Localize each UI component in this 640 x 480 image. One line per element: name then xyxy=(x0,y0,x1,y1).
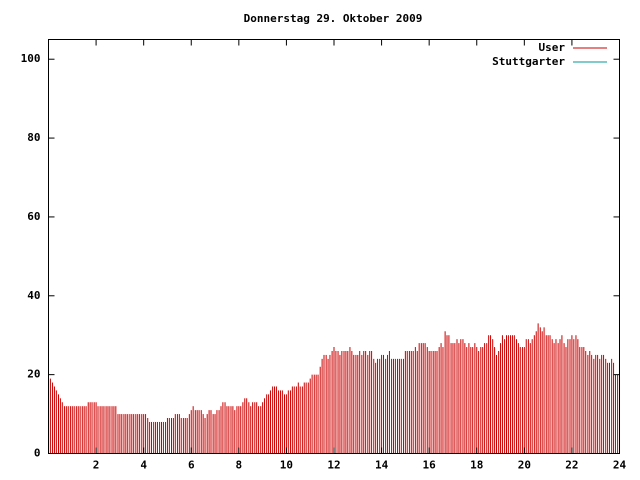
y-tick-label: 100 xyxy=(21,52,41,65)
x-tick-label: 20 xyxy=(518,459,531,472)
x-tick-label: 8 xyxy=(236,459,243,472)
x-tick-label: 18 xyxy=(470,459,483,472)
y-tick-label: 20 xyxy=(27,368,40,381)
legend-label: User xyxy=(539,41,566,54)
y-tick-label: 60 xyxy=(27,210,40,223)
legend-label: Stuttgarter xyxy=(492,55,565,68)
x-tick-label: 2 xyxy=(93,459,100,472)
x-tick-label: 6 xyxy=(188,459,195,472)
y-tick-label: 0 xyxy=(34,447,41,460)
y-tick-label: 40 xyxy=(27,289,40,302)
x-tick-label: 14 xyxy=(375,459,389,472)
x-tick-label: 16 xyxy=(423,459,437,472)
x-tick-label: 22 xyxy=(565,459,578,472)
x-tick-label: 4 xyxy=(140,459,147,472)
chart-title: Donnerstag 29. Oktober 2009 xyxy=(244,12,423,25)
y-tick-label: 80 xyxy=(27,131,40,144)
x-tick-label: 10 xyxy=(280,459,293,472)
x-tick-label: 24 xyxy=(613,459,627,472)
x-tick-label: 12 xyxy=(327,459,340,472)
